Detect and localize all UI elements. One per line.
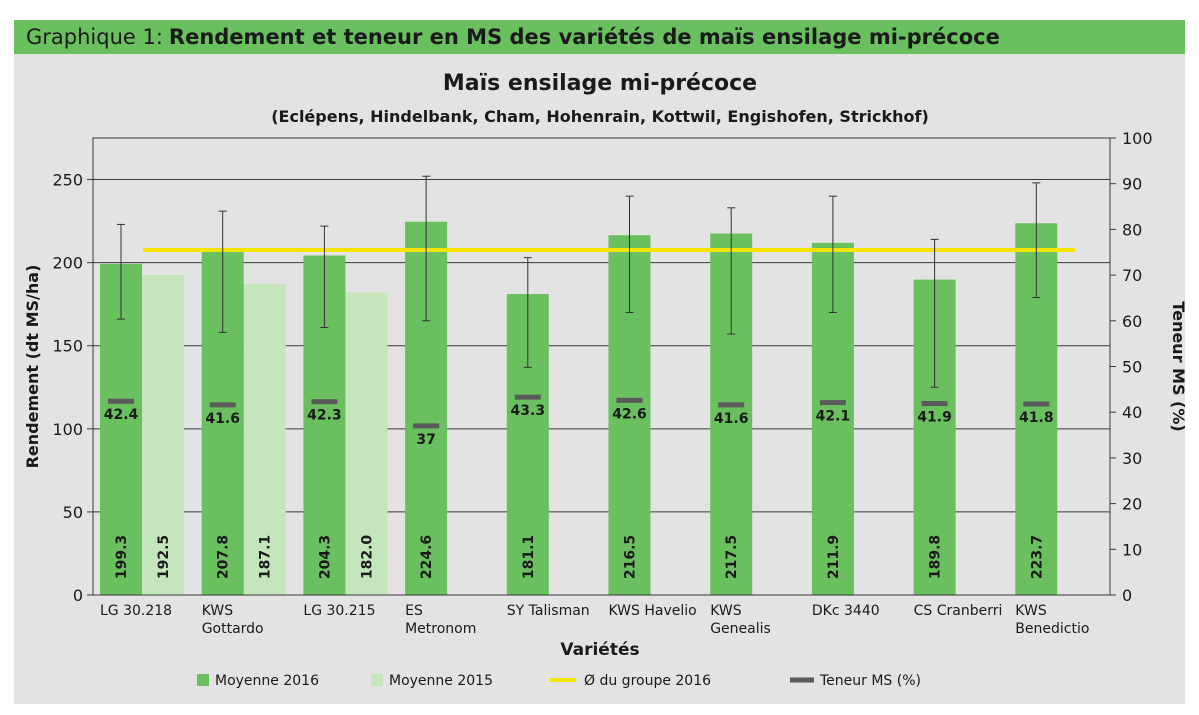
bar-2016-label: 211.9 [826, 535, 842, 579]
bar-2015-label: 182.0 [359, 535, 375, 580]
x-tick-label: LG 30.218 [100, 603, 172, 619]
bar-2016-label: 189.8 [928, 535, 944, 579]
error-bars [117, 175, 1041, 388]
bar-2015-label: 187.1 [258, 535, 274, 579]
dm-label: 42.1 [816, 409, 851, 425]
y2-tick-label: 10 [1122, 540, 1142, 559]
x-axis-label: Variétés [560, 640, 639, 660]
bar-2015 [142, 275, 184, 595]
dm-label: 43.3 [511, 403, 546, 419]
bar-2016-label: 207.8 [216, 535, 232, 579]
bar-2015 [345, 292, 388, 595]
bar-2016-label: 216.5 [623, 535, 639, 579]
y2-tick-label: 30 [1122, 449, 1142, 468]
x-tick-label: KWS Havelio [609, 603, 697, 619]
figure-number: Graphique 1: [26, 25, 163, 49]
x-tick-label: KWS [202, 603, 234, 619]
dm-marker [514, 394, 541, 400]
legend-swatch-dm [790, 677, 814, 683]
dm-marker [1023, 401, 1050, 407]
legend-label-dm: Teneur MS (%) [819, 673, 921, 689]
bar-2015 [243, 284, 286, 595]
y-tick-label: 250 [52, 171, 83, 190]
y-tick-label: 0 [73, 586, 83, 605]
chart-panel: Maïs ensilage mi-précoce (Eclépens, Hind… [14, 54, 1185, 704]
y-tick-label: 50 [63, 503, 83, 522]
x-tick-label: Genealis [710, 621, 771, 637]
bar-chart: Maïs ensilage mi-précoce (Eclépens, Hind… [23, 71, 1185, 689]
y2-tick-label: 40 [1122, 403, 1142, 422]
y2-tick-label: 50 [1122, 358, 1142, 377]
dm-label: 42.3 [307, 408, 342, 424]
dm-markers: 42.4 41.6 42.3 37 43.3 42.6 41.6 42.1 41.9 41.8 [104, 394, 1054, 448]
bar-2016-label: 223.7 [1029, 535, 1045, 579]
y2-tick-label: 80 [1122, 220, 1142, 239]
dm-label: 41.6 [714, 411, 749, 427]
legend-swatch-2016 [197, 674, 209, 686]
y2-tick-label: 100 [1122, 129, 1153, 148]
y-tick-label: 150 [52, 337, 83, 356]
x-tick-label: Metronom [405, 621, 476, 637]
dm-label: 41.9 [917, 410, 952, 426]
dm-label: 42.4 [104, 407, 139, 423]
chart-title: Maïs ensilage mi-précoce [443, 71, 757, 96]
x-tick-label: Gottardo [202, 621, 264, 637]
y2-tick-label: 0 [1122, 586, 1132, 605]
legend-swatch-2015 [371, 674, 383, 686]
bar-2016-label: 224.6 [419, 535, 435, 579]
x-tick-label: SY Talisman [507, 603, 590, 619]
figure-header: Graphique 1: Rendement et teneur en MS d… [14, 20, 1185, 54]
y2-axis-label: Teneur MS (%) [1169, 301, 1185, 431]
bar-2016-label: 217.5 [724, 535, 740, 579]
bars: 192.5 199.3 187.1 207.8 182.0 204.3 224.6 181.1… [100, 221, 1058, 596]
axes: 0 50 100 150 200 250 0 10 20 30 40 50 60 70 80 90 100 LG … [52, 129, 1152, 637]
dm-marker [616, 397, 643, 403]
x-tick-label: LG 30.215 [303, 603, 375, 619]
y-axis-label: Rendement (dt MS/ha) [23, 265, 42, 469]
dm-label: 37 [416, 432, 435, 448]
dm-marker [819, 400, 846, 406]
legend: Moyenne 2016 Moyenne 2015 Ø du groupe 2016… [197, 673, 921, 689]
dm-label: 42.6 [612, 406, 647, 422]
y-tick-label: 200 [52, 254, 83, 273]
figure-title: Rendement et teneur en MS des variétés d… [168, 25, 1000, 49]
bar-2016-label: 181.1 [521, 535, 537, 579]
dm-marker [921, 401, 948, 407]
legend-label-2015: Moyenne 2015 [389, 673, 493, 689]
chart-subtitle: (Eclépens, Hindelbank, Cham, Hohenrain, … [271, 107, 929, 126]
y2-tick-label: 60 [1122, 312, 1142, 331]
dm-marker [311, 399, 338, 405]
y-tick-label: 100 [52, 420, 83, 439]
dm-label: 41.8 [1019, 410, 1054, 426]
x-tick-label: KWS [1015, 603, 1047, 619]
bar-2016-label: 199.3 [114, 535, 130, 579]
x-tick-label: CS Cranberri [914, 603, 1003, 619]
y2-tick-label: 90 [1122, 175, 1142, 194]
dm-marker [413, 423, 440, 429]
y2-tick-label: 20 [1122, 495, 1142, 514]
dm-marker [108, 398, 134, 404]
y2-tick-label: 70 [1122, 266, 1142, 285]
x-tick-label: Benedictio [1015, 621, 1089, 637]
dm-label: 41.6 [205, 411, 240, 427]
x-tick-label: ES [405, 603, 423, 619]
legend-label-mean: Ø du groupe 2016 [584, 673, 711, 689]
x-tick-label: KWS [710, 603, 742, 619]
dm-marker [209, 402, 236, 408]
legend-label-2016: Moyenne 2016 [215, 673, 319, 689]
bar-2015-label: 192.5 [156, 535, 172, 579]
dm-marker [718, 402, 745, 408]
x-tick-label: DKc 3440 [812, 603, 880, 619]
bar-2016-label: 204.3 [317, 535, 333, 579]
